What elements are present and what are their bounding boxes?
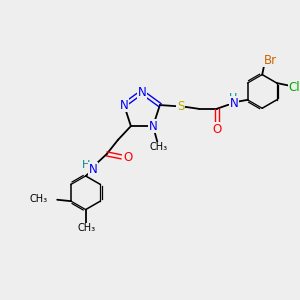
Text: H: H (228, 93, 237, 103)
Text: Cl: Cl (288, 81, 300, 94)
Text: Br: Br (264, 54, 278, 67)
Text: CH₃: CH₃ (150, 142, 168, 152)
Text: N: N (138, 85, 146, 98)
Text: CH₃: CH₃ (77, 224, 95, 233)
Text: O: O (123, 151, 132, 164)
Text: O: O (213, 123, 222, 136)
Text: S: S (177, 100, 184, 113)
Text: H: H (82, 160, 90, 170)
Text: N: N (89, 163, 98, 176)
Text: N: N (120, 99, 128, 112)
Text: N: N (230, 97, 239, 110)
Text: CH₃: CH₃ (30, 194, 48, 204)
Text: N: N (149, 120, 158, 133)
